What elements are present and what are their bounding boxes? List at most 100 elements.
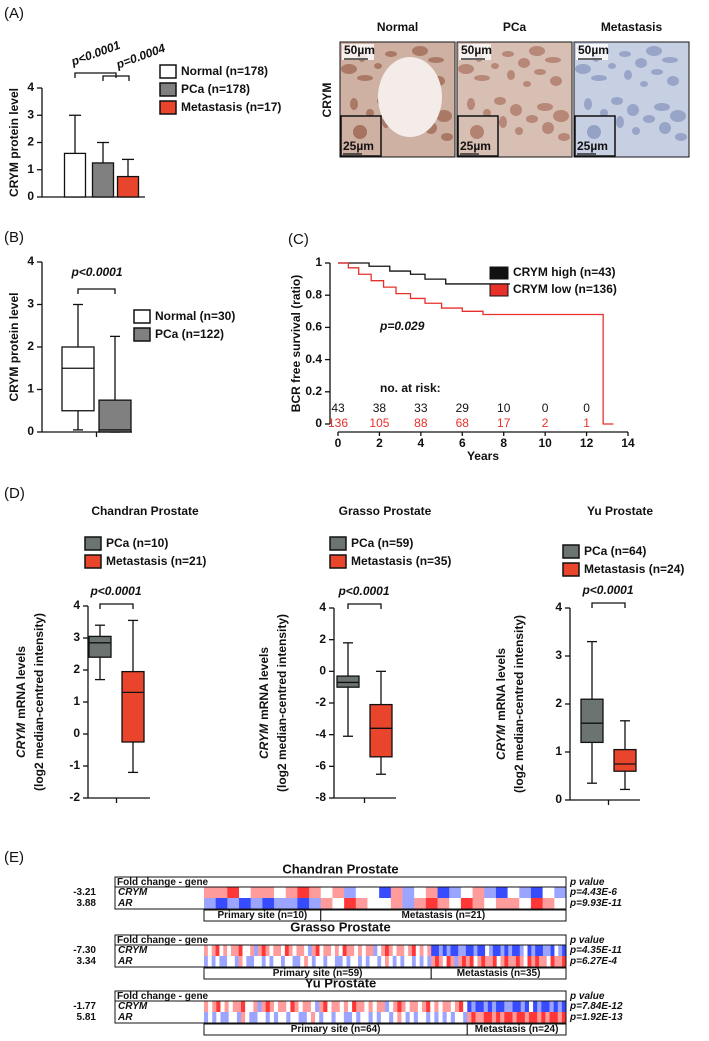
heatmap-cell — [479, 1012, 485, 1023]
heatmap-cell — [557, 1012, 563, 1023]
cell — [646, 46, 662, 56]
heatmap-cell — [257, 956, 263, 967]
heatmap-cell — [350, 945, 355, 956]
heatmap-cell — [530, 887, 543, 898]
heatmap-title: Yu Prostate — [305, 975, 377, 990]
heatmap-cell — [354, 945, 359, 956]
heatmap-cell — [467, 1012, 472, 1023]
heatmap-cell — [465, 956, 471, 967]
header: Fold change - gene — [117, 991, 209, 1002]
heatmap-cell — [249, 1001, 254, 1012]
heatmap-cell — [300, 956, 305, 967]
heatmap-cell — [460, 898, 473, 909]
heatmap-cell — [261, 956, 266, 967]
heatmap-cell — [491, 1001, 497, 1012]
cell — [654, 103, 670, 111]
heatmap-cell — [463, 1001, 468, 1012]
scale-label: 25µm — [343, 139, 374, 153]
y-tick-label: -6 — [315, 759, 326, 773]
cell — [550, 76, 562, 86]
heatmap-cell — [242, 956, 247, 967]
survival-curve — [338, 262, 614, 425]
legend-swatch — [562, 544, 580, 559]
risk-count: 2 — [542, 416, 549, 430]
heatmap-cell — [519, 898, 532, 909]
heatmap-cell — [331, 945, 336, 956]
chart-title: Grasso Prostate — [339, 504, 432, 518]
group-label: Metastasis (n=24) — [475, 1024, 559, 1035]
heatmap-cell — [339, 1012, 345, 1023]
cell — [640, 81, 648, 87]
heatmap-cell — [562, 956, 567, 967]
heatmap-cell — [265, 956, 270, 967]
heatmap-cell — [427, 956, 432, 967]
significance-bracket — [102, 75, 130, 81]
heatmap-cell — [396, 945, 401, 956]
heatmap-cell — [364, 1001, 369, 1012]
scale-bg — [342, 44, 374, 60]
heatmap-cell — [485, 945, 490, 956]
box — [121, 670, 145, 743]
box — [580, 698, 604, 744]
legend-label: Normal (n=178) — [181, 64, 268, 78]
heatmap-cell — [302, 1001, 308, 1012]
significance-bracket — [99, 603, 134, 609]
heatmap-cell — [475, 1001, 480, 1012]
heatmap-cell — [361, 956, 367, 967]
heatmap-cell — [504, 1012, 509, 1023]
heatmap-cell — [265, 945, 270, 956]
heatmap-cell — [450, 956, 455, 967]
cell — [670, 110, 686, 122]
fold-change: -7.30 — [73, 945, 96, 956]
heatmap-cell — [292, 956, 297, 967]
y-tick-label: 1 — [27, 162, 34, 176]
heatmap-cell — [373, 945, 378, 956]
fold-change: 5.81 — [77, 1012, 97, 1023]
heatmap-cell — [360, 1012, 365, 1023]
heatmap-cell — [296, 945, 301, 956]
heatmap-cell — [558, 956, 563, 967]
heatmap-cell — [216, 1012, 221, 1023]
heatmap-cell — [535, 945, 540, 956]
cell — [529, 46, 545, 56]
heatmap-cell — [285, 898, 298, 909]
cell — [483, 109, 491, 117]
heatmap-cell — [327, 1012, 332, 1023]
cell — [584, 98, 592, 110]
heatmap-cell — [423, 945, 428, 956]
legend-label: Metastasis (n=21) — [106, 554, 206, 568]
heatmap-cell — [292, 945, 297, 956]
bar — [116, 175, 140, 198]
x-tick-label: 4 — [418, 436, 425, 450]
heatmap-cell — [354, 956, 359, 967]
heatmap-cell — [449, 898, 462, 909]
risk-count: 17 — [497, 416, 511, 430]
heatmap-cell — [310, 1012, 316, 1023]
heatmap-cell — [228, 1012, 234, 1023]
x-axis-label: Years — [467, 449, 499, 463]
p-value: p=4.43E-6 — [569, 887, 617, 898]
heatmap-cell — [519, 945, 524, 956]
heatmap-cell — [545, 1012, 550, 1023]
legend-swatch — [84, 536, 102, 551]
heatmap-cell — [405, 1012, 410, 1023]
heatmap-cell — [320, 887, 333, 898]
cell — [659, 122, 671, 134]
column-header: Metastasis — [601, 20, 663, 34]
heatmap-cell — [454, 1012, 460, 1023]
y-axis-label: (log2 median-centred intensity) — [275, 614, 289, 792]
heatmap-cell — [550, 956, 555, 967]
heatmap-cell — [365, 956, 370, 967]
heatmap-cell — [405, 1001, 410, 1012]
heatmap-cell — [550, 945, 555, 956]
heatmap-cell — [519, 887, 532, 898]
y-tick-label: 0 — [27, 424, 34, 438]
gene: CRYM — [118, 945, 148, 956]
cell — [357, 75, 373, 81]
column-header: PCa — [503, 20, 527, 34]
heatmap-cell — [401, 1012, 406, 1023]
heatmap-cell — [473, 945, 478, 956]
y-tick-label: -4 — [315, 727, 326, 741]
heatmap-cell — [232, 1001, 238, 1012]
heatmap-cell — [245, 1012, 250, 1023]
